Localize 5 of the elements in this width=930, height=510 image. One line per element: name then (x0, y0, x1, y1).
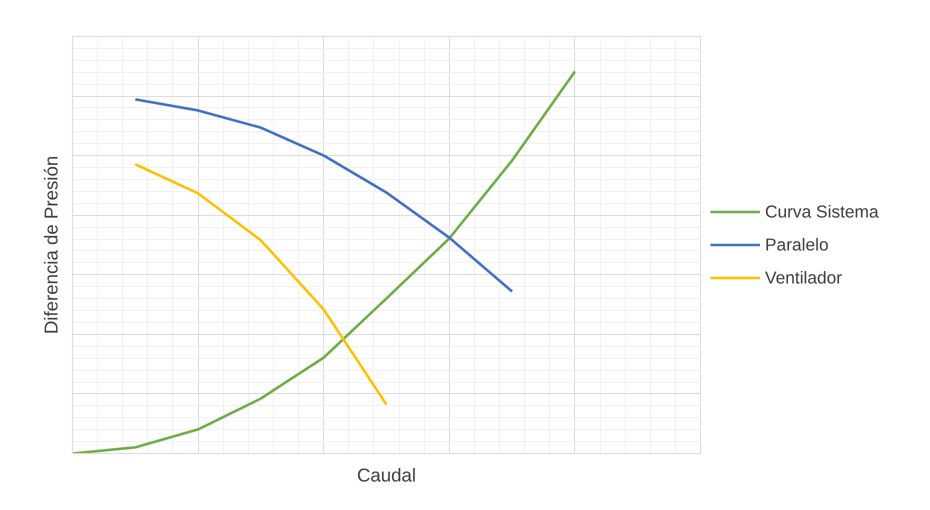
legend-label: Paralelo (765, 234, 829, 255)
y-axis-title: Diferencia de Presión (40, 156, 62, 334)
legend-label: Curva Sistema (765, 201, 879, 222)
legend-label: Ventilador (765, 267, 842, 288)
x-axis-title: Caudal (356, 464, 416, 486)
